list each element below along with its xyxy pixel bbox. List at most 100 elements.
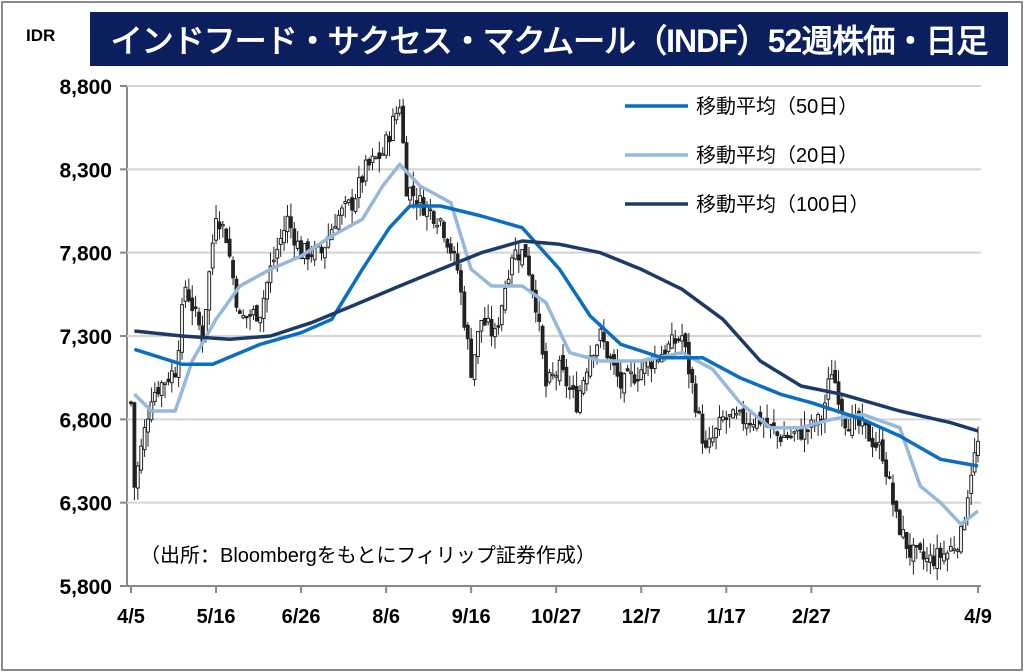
candle-body — [135, 465, 140, 489]
candle-body — [629, 371, 633, 374]
candle-body — [557, 359, 562, 382]
candle-body — [748, 422, 752, 426]
candle-body — [370, 155, 375, 163]
candle-body — [292, 228, 297, 246]
candle-body — [948, 546, 953, 552]
candle-body — [680, 335, 684, 342]
candle-body — [445, 238, 450, 248]
candle-body — [350, 197, 355, 211]
candle-body — [152, 391, 157, 402]
y-tick-label: 5,800 — [59, 576, 112, 599]
candle-body — [877, 441, 882, 446]
candle-body — [288, 216, 293, 229]
candle-body — [527, 255, 531, 276]
candle-body — [360, 176, 365, 183]
candle-body — [180, 304, 184, 353]
candle-body — [486, 317, 491, 323]
source-note: （出所：Bloombergをもとにフィリップ証券作成） — [140, 544, 596, 567]
candle-body — [942, 553, 946, 562]
candle-body — [880, 439, 885, 462]
candle-body — [734, 413, 739, 416]
candle-body — [190, 297, 195, 312]
candle-body — [904, 532, 909, 549]
moving-average-line — [134, 239, 979, 433]
candle-body — [214, 217, 218, 241]
candle-body — [309, 254, 314, 258]
candle-body — [911, 544, 916, 562]
candle-body — [649, 361, 654, 370]
candle-body — [129, 401, 133, 405]
candle-body — [479, 319, 484, 332]
candle-body — [666, 343, 671, 353]
candle-body — [159, 382, 164, 396]
candle-body — [581, 379, 586, 394]
candle-body — [578, 390, 582, 413]
candle-body — [391, 115, 395, 142]
candle-body — [271, 259, 276, 263]
candle-body — [914, 544, 919, 548]
candle-body — [142, 427, 147, 451]
candle-body — [384, 134, 389, 156]
y-tick-label: 8,300 — [59, 159, 112, 182]
candle-body — [183, 286, 188, 302]
candle-body — [380, 153, 385, 156]
candle-body — [785, 434, 790, 439]
candle-body — [605, 341, 610, 359]
candle-body — [618, 371, 623, 389]
y-tick-label: 6,800 — [59, 409, 112, 432]
candle-body — [343, 201, 348, 205]
candle-body — [516, 254, 521, 261]
candle-body — [299, 240, 303, 260]
candle-body — [720, 416, 725, 421]
candle-body — [146, 418, 150, 433]
candle-body — [520, 249, 525, 266]
candle-body — [870, 437, 875, 448]
candle-body — [241, 314, 246, 319]
candle-body — [251, 308, 256, 316]
candle-body — [656, 359, 661, 362]
legend: 移動平均（50日） 移動平均（20日） 移動平均（100日） — [625, 95, 869, 216]
y-tick-label: 7,300 — [59, 326, 112, 349]
candle-body — [622, 373, 627, 394]
candle-body — [231, 260, 235, 279]
candle-body — [931, 555, 936, 567]
x-tick-label: 2/27 — [792, 606, 831, 628]
candle-body — [282, 230, 286, 244]
candle-body — [275, 248, 280, 259]
candle-body — [197, 311, 201, 326]
candle-body — [258, 316, 263, 324]
candle-body — [884, 459, 889, 477]
candle-body — [295, 240, 300, 249]
candle-body — [550, 373, 555, 377]
candle-body — [574, 385, 579, 413]
candle-body — [261, 297, 266, 320]
candle-body — [435, 224, 440, 228]
candle-body — [254, 305, 259, 322]
candle-body — [220, 223, 225, 227]
candle-body — [826, 378, 831, 400]
candle-body — [547, 371, 552, 383]
candle-body — [673, 338, 678, 344]
candle-body — [265, 282, 269, 300]
candle-body — [601, 332, 606, 343]
moving-average-line — [133, 204, 979, 468]
candle-body — [333, 226, 337, 229]
candle-body — [737, 409, 742, 413]
candle-body — [554, 375, 559, 378]
candle-body — [499, 305, 504, 326]
x-tick-label: 8/6 — [372, 606, 400, 628]
legend-label: 移動平均（20日） — [696, 144, 858, 167]
candle-body — [792, 431, 797, 434]
candle-body — [186, 289, 191, 302]
candle-body — [561, 354, 565, 370]
y-axis-unit-label: IDR — [26, 26, 56, 45]
candle-body — [510, 257, 514, 276]
candle-body — [268, 265, 273, 284]
candle-body — [608, 355, 613, 359]
candle-body — [459, 270, 463, 293]
y-tick-label: 6,300 — [59, 493, 112, 516]
candle-body — [469, 338, 474, 378]
candle-body — [156, 387, 161, 395]
candle-body — [952, 548, 957, 551]
candle-body — [908, 544, 912, 558]
